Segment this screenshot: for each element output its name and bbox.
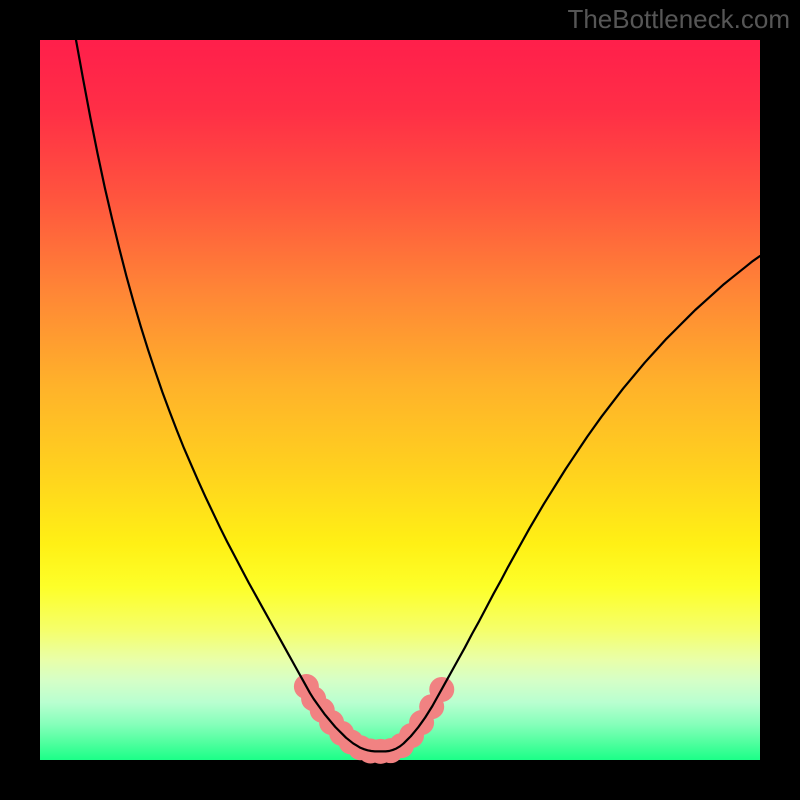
plot-background	[40, 40, 760, 760]
chart-container: TheBottleneck.com	[0, 0, 800, 800]
watermark-text: TheBottleneck.com	[567, 4, 790, 35]
chart-svg	[0, 0, 800, 800]
